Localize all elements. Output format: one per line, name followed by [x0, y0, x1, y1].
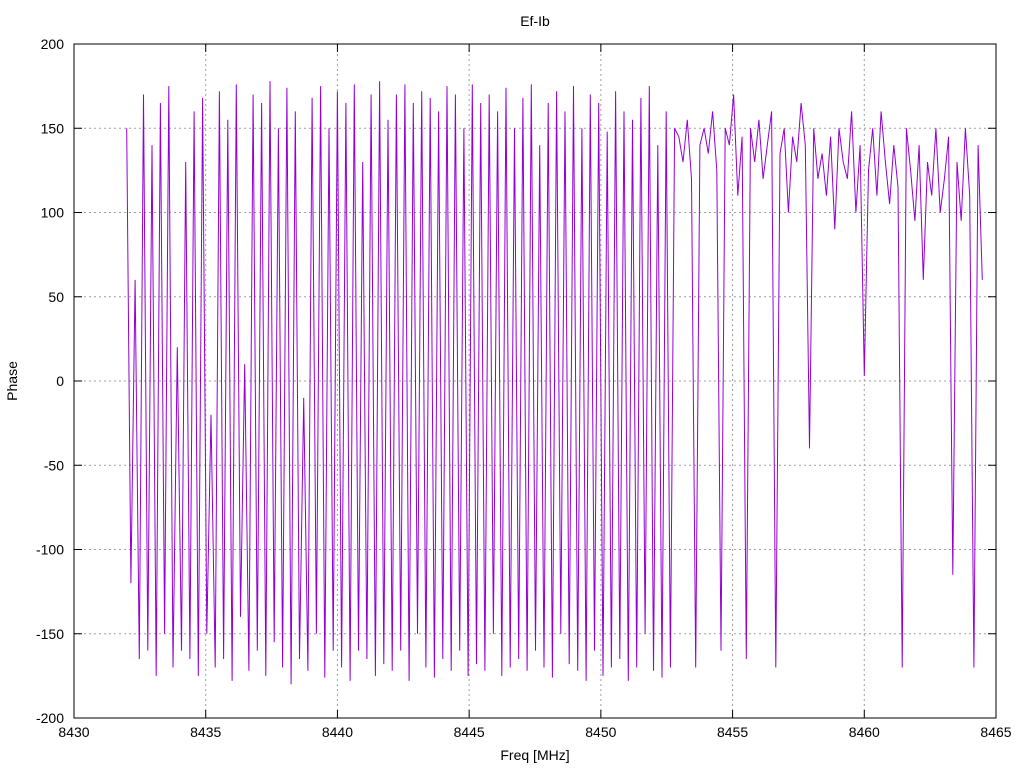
chart-title: Ef-Ib — [520, 13, 550, 29]
y-tick-label: -150 — [36, 626, 64, 642]
x-tick-label: 8460 — [849, 724, 880, 740]
y-tick-label: -200 — [36, 710, 64, 726]
y-tick-label: 200 — [41, 36, 65, 52]
x-axis-label: Freq [MHz] — [500, 747, 569, 763]
x-tick-label: 8465 — [980, 724, 1011, 740]
series-line-ef-ib — [126, 81, 983, 685]
y-tick-label: 150 — [41, 120, 65, 136]
x-tick-label: 8450 — [585, 724, 616, 740]
y-tick-label: 100 — [41, 205, 65, 221]
x-tick-label: 8435 — [190, 724, 221, 740]
y-tick-label: -100 — [36, 542, 64, 558]
y-tick-label: 0 — [56, 373, 64, 389]
axis-ticks: 8430 8435 8440 8445 8450 8455 8460 8465 200 150 10… — [36, 36, 1012, 740]
x-tick-label: 8445 — [454, 724, 485, 740]
y-axis-label: Phase — [4, 361, 20, 401]
x-tick-label: 8455 — [717, 724, 748, 740]
x-tick-label: 8440 — [322, 724, 353, 740]
x-tick-label: 8430 — [58, 724, 89, 740]
y-tick-label: -50 — [44, 457, 64, 473]
y-tick-label: 50 — [48, 289, 64, 305]
